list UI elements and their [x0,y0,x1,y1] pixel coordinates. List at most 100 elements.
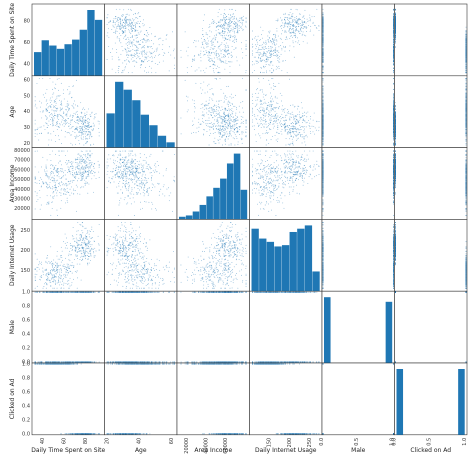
scatter-point [56,78,58,80]
histogram-bar [49,45,57,76]
scatter-point [194,107,196,109]
scatter-point [214,137,216,139]
scatter-point [120,28,122,30]
scatter-point [257,52,258,54]
scatter-point [202,114,204,116]
scatter-point [219,20,221,22]
scatter-point [257,96,259,98]
scatter-point [126,59,128,61]
scatter-point [223,113,225,114]
scatter-point [216,50,218,52]
scatter-point [234,36,236,38]
scatter-point [267,132,269,133]
scatter-point [124,31,126,33]
scatter-point [77,105,79,107]
scatter-point [393,38,394,40]
scatter-point [259,123,261,125]
scatter-point [300,125,302,127]
scatter-point [50,119,51,120]
scatter-point [142,50,143,52]
scatter-point [209,107,211,109]
scatter-point [213,57,215,59]
scatter-point [83,116,85,118]
scatter-point [241,17,243,19]
scatter-point [322,20,324,21]
scatter-point [465,34,467,36]
scatter-point [308,20,310,22]
scatter-point [235,27,237,29]
scatter-point [294,121,296,123]
scatter-point [294,17,296,19]
scatter-point [194,55,196,57]
scatter-point [106,24,108,25]
scatter-point [216,25,218,27]
scatter-point [217,47,219,49]
scatter-point [127,51,129,52]
scatter-point [395,30,396,32]
scatter-point [229,122,231,123]
scatter-point [277,141,279,143]
scatter-point [258,119,260,120]
scatter-point [119,27,121,29]
scatter-point [212,18,214,20]
scatter-point [193,132,195,133]
scatter-point [307,111,309,113]
scatter-point [290,142,292,144]
scatter-point [322,118,324,119]
scatter-point [206,42,208,44]
scatter-point [203,40,205,42]
scatter-point [293,125,295,127]
scatter-point [270,117,272,119]
scatter-point [220,44,222,45]
scatter-point [228,125,230,127]
scatter-point [262,120,264,122]
scatter-point [229,24,231,26]
scatter-point [146,39,148,41]
scatter-point [322,22,324,24]
scatter-point [227,45,229,46]
scatter-point [219,78,221,80]
scatter-point [223,17,225,19]
scatter-point [61,104,63,106]
scatter-point [115,16,117,17]
scatter-point [151,72,153,74]
scatter-point [273,54,275,56]
scatter-point [221,126,223,128]
scatter-point [48,120,50,122]
scatter-point [278,108,279,110]
scatter-point [200,53,202,55]
scatter-point [38,139,40,141]
scatter-point [276,102,278,104]
scatter-point [207,125,209,127]
scatter-point [302,136,304,138]
scatter-point [215,54,217,56]
scatter-point [265,47,267,49]
scatter-point [297,30,299,31]
scatter-point [223,35,225,37]
cell-daily-time-spent-on-site-vs-clicked-on-ad [394,3,468,77]
scatter-point [465,60,467,62]
scatter-point [259,45,260,46]
scatter-point [221,20,223,22]
scatter-point [245,26,247,28]
scatter-point [127,57,129,58]
scatter-point [38,133,40,135]
scatter-point [282,60,284,62]
scatter-point [281,116,283,118]
scatter-point [75,111,77,113]
scatter-point [294,130,296,132]
scatter-point [465,137,467,139]
scatter-point [269,37,271,39]
scatter-point [239,126,241,127]
scatter-point [119,22,121,24]
scatter-point [224,9,226,11]
scatter-point [80,137,82,139]
scatter-point [281,129,283,131]
scatter-point [147,60,149,62]
scatter-point [393,112,394,114]
scatter-point [256,89,257,91]
scatter-point [268,40,270,42]
scatter-point [85,124,87,126]
scatter-point [465,143,467,144]
scatter-point [140,30,142,32]
